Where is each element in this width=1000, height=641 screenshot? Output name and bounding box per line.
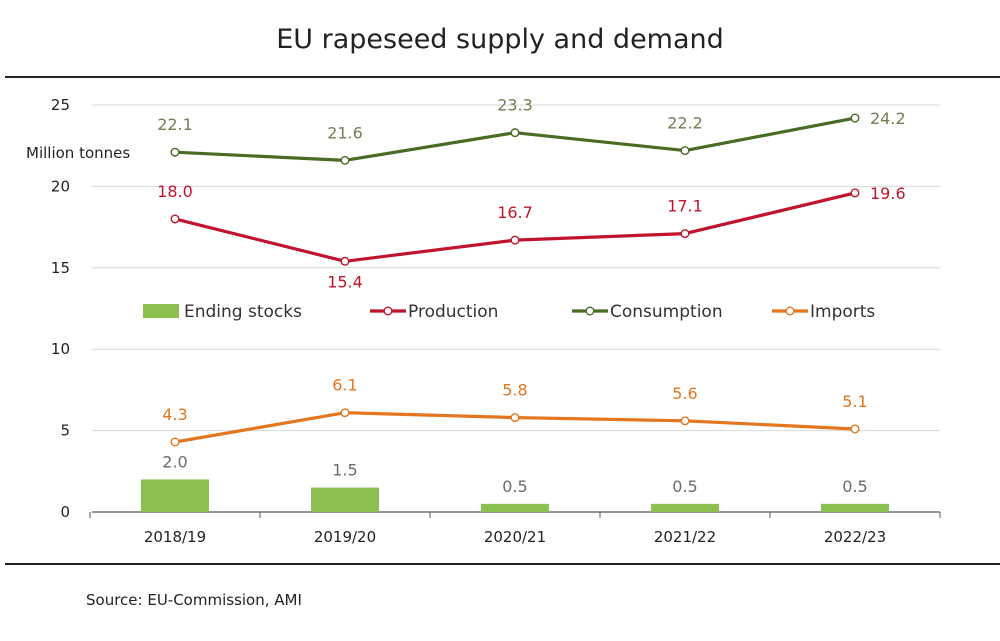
y-tick-label-5: 5: [60, 422, 70, 440]
data-label-ending-stocks-4: 0.5: [842, 477, 867, 496]
data-label-production-1: 15.4: [327, 272, 363, 291]
y-tick-label-0: 0: [60, 503, 70, 521]
legend-swatch-ending-stocks: [143, 304, 179, 318]
bar-ending-stocks-3: [651, 503, 719, 512]
legend-label-imports: Imports: [810, 302, 875, 322]
point-imports-4: [850, 424, 860, 434]
legend-marker-production: [383, 306, 393, 316]
top-divider: [5, 76, 1000, 78]
point-consumption-3: [680, 146, 690, 156]
data-label-imports-2: 5.8: [502, 381, 527, 400]
x-tick-label-2018-19: 2018/19: [144, 528, 206, 546]
point-consumption-1: [340, 155, 350, 165]
data-label-production-3: 17.1: [667, 197, 703, 216]
data-label-imports-3: 5.6: [672, 384, 697, 403]
chart-title: EU rapeseed supply and demand: [276, 24, 724, 55]
data-label-production-2: 16.7: [497, 203, 533, 222]
data-label-imports-1: 6.1: [332, 376, 357, 395]
bar-layer: [141, 479, 889, 512]
point-production-4: [850, 188, 860, 198]
data-label-imports-4: 5.1: [842, 392, 867, 411]
data-label-consumption-1: 21.6: [327, 123, 363, 142]
y-tick-label-20: 20: [51, 177, 70, 195]
x-tick-label-2019-20: 2019/20: [314, 528, 376, 546]
data-label-consumption-4: 24.2: [870, 109, 906, 128]
point-imports-1: [340, 408, 350, 418]
point-imports-0: [170, 437, 180, 447]
point-consumption-2: [510, 128, 520, 138]
legend-marker-imports: [785, 306, 795, 316]
point-production-3: [680, 229, 690, 239]
y-axis-unit-label: Million tonnes: [26, 144, 130, 162]
grid-layer: 0 5 10 15 20 25 2018/19 2019/20 2020/21 2021/22 20…: [26, 96, 941, 546]
legend-label-production: Production: [408, 302, 498, 322]
y-tick-label-25: 25: [51, 96, 70, 114]
x-tick-label-2021-22: 2021/22: [654, 528, 716, 546]
point-consumption-0: [170, 147, 180, 157]
data-label-ending-stocks-1: 1.5: [332, 461, 357, 480]
data-label-ending-stocks-2: 0.5: [502, 477, 527, 496]
bar-ending-stocks-4: [821, 503, 889, 512]
point-production-2: [510, 235, 520, 245]
x-tick-label-2022-23: 2022/23: [824, 528, 886, 546]
label-layer: 2.0 1.5 0.5 0.5 0.5 18.0 15.4 16.7 17.1 19.6 22.1 2…: [157, 96, 905, 496]
y-tick-label-15: 15: [51, 259, 70, 277]
data-label-ending-stocks-0: 2.0: [162, 452, 187, 471]
point-production-0: [170, 214, 180, 224]
source-note: Source: EU-Commission, AMI: [86, 591, 302, 609]
bar-ending-stocks-0: [141, 479, 209, 512]
point-imports-2: [510, 413, 520, 423]
data-label-production-0: 18.0: [157, 182, 193, 201]
legend-marker-consumption: [585, 306, 595, 316]
y-tick-label-10: 10: [51, 340, 70, 358]
data-label-consumption-2: 23.3: [497, 96, 533, 115]
data-label-imports-0: 4.3: [162, 405, 187, 424]
bar-ending-stocks-1: [311, 487, 379, 512]
line-layer: [170, 113, 860, 447]
legend: Ending stocks Production Consumption Import…: [143, 302, 875, 322]
data-label-consumption-3: 22.2: [667, 114, 703, 133]
legend-label-consumption: Consumption: [610, 302, 723, 322]
bottom-divider: [5, 563, 1000, 565]
legend-label-ending-stocks: Ending stocks: [184, 302, 302, 322]
line-consumption: [174, 116, 856, 162]
point-imports-3: [680, 416, 690, 426]
data-label-ending-stocks-3: 0.5: [672, 477, 697, 496]
point-consumption-4: [850, 113, 860, 123]
point-production-1: [340, 256, 350, 266]
data-label-consumption-0: 22.1: [157, 115, 193, 134]
data-label-production-4: 19.6: [870, 184, 906, 203]
bar-ending-stocks-2: [481, 503, 549, 512]
x-tick-label-2020-21: 2020/21: [484, 528, 546, 546]
